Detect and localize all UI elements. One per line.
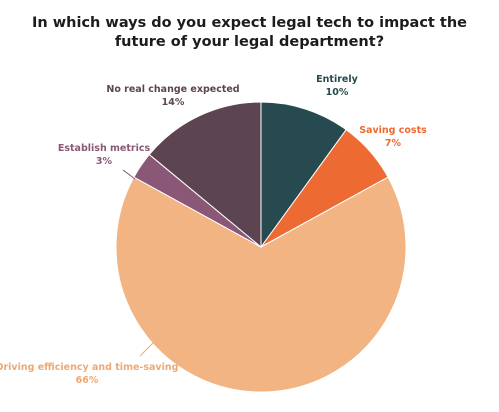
slice-category-label: No real change expected [106,84,239,95]
slice-category-label: Driving efficiency and time-saving [0,362,178,373]
slice-category-label: Entirely [316,74,358,85]
slice-label-entirely: Entirely 10% [316,74,358,98]
slice-value-label: 3% [96,156,113,167]
slice-value-label: 10% [326,87,349,98]
pie-slice-no-real-change-expected [148,101,262,249]
slice-value-label: 66% [76,375,99,386]
chart-title: In which ways do you expect legal tech t… [32,15,467,50]
pie-slice-entirely [260,101,347,249]
slice-label-driving-efficiency-and-time-saving: Driving efficiency and time-saving 66% [0,362,178,386]
leader-line-driving-efficiency-and-time-saving [139,342,154,357]
slice-label-establish-metrics: Establish metrics 3% [58,143,151,167]
slice-value-label: 7% [385,138,402,149]
leader-line-establish-metrics [122,169,136,180]
pie-slice-driving-efficiency-and-time-saving [115,176,407,393]
slice-label-no-real-change-expected: No real change expected 14% [106,84,239,108]
slice-category-label: Establish metrics [58,143,151,154]
slice-value-label: 14% [162,97,185,108]
slice-category-label: Saving costs [359,125,427,136]
slice-label-saving-costs: Saving costs 7% [359,125,427,149]
